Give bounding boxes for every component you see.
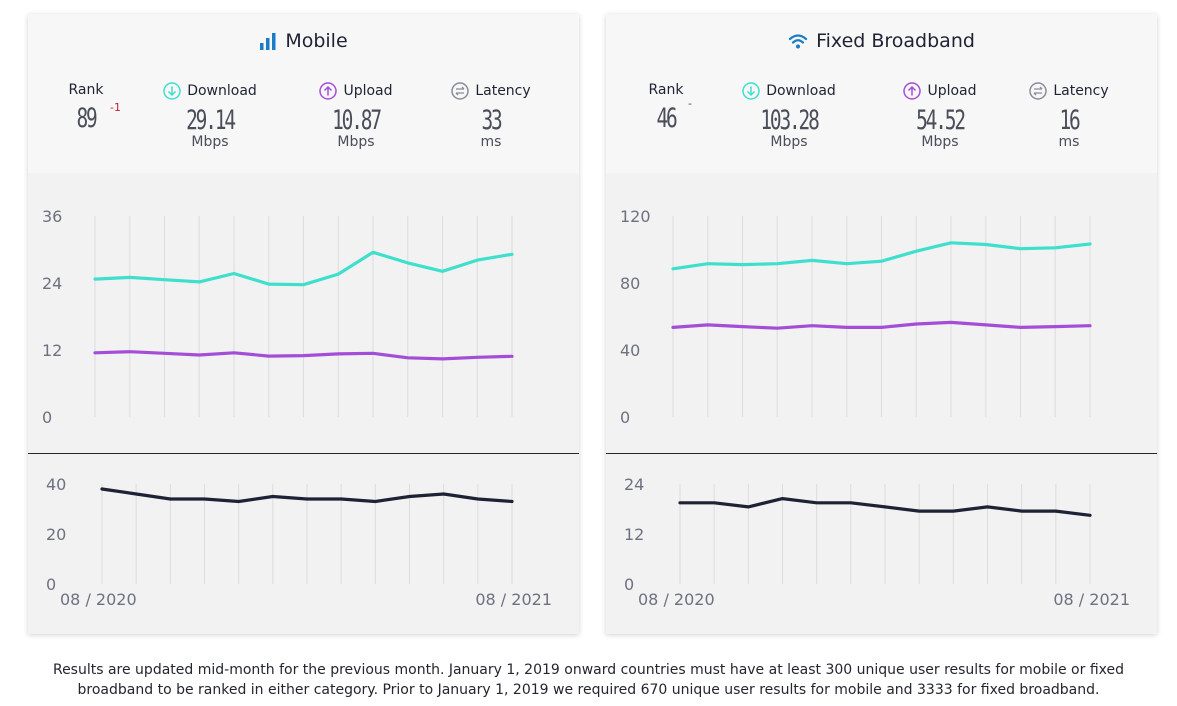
download-unit: Mbps [770, 134, 808, 150]
chart-divider [606, 453, 1157, 454]
mobile-speed-chart: 36 24 12 0 [42, 207, 514, 427]
upload-arrow-icon [319, 82, 338, 100]
y-tick-label: 12 [624, 525, 644, 544]
y-tick-label: 24 [42, 274, 62, 293]
series-line-download [93, 250, 514, 287]
y-tick-label: 12 [42, 341, 62, 360]
latency-icon [451, 82, 470, 100]
latency-label: Latency [475, 83, 531, 99]
download-arrow-icon [742, 82, 760, 100]
upload-value: 54.52 [916, 105, 966, 136]
fixed-rank: Rank 46 [606, 82, 726, 134]
y-tick-label: 0 [42, 408, 52, 427]
footer-note: Results are updated mid-month for the pr… [0, 660, 1177, 700]
y-tick-label: 120 [620, 207, 651, 226]
y-tick-label: 20 [46, 525, 66, 544]
latency-label: Latency [1053, 83, 1109, 99]
mobile-title-text: Mobile [285, 30, 348, 52]
upload-unit: Mbps [337, 134, 375, 150]
rank-change: -1 [110, 101, 121, 114]
y-tick-label: 0 [46, 575, 56, 594]
latency-value: 33 [481, 105, 502, 136]
latency-icon [1029, 82, 1048, 100]
x-tick-label: 08 / 2020 [60, 590, 137, 609]
latency-value: 16 [1059, 105, 1080, 136]
x-tick-label: 08 / 2020 [638, 590, 715, 609]
fixed-header: Fixed Broadband Rank 46 - Download 103.2… [606, 14, 1157, 173]
fixed-download: Download 103.28 Mbps [729, 82, 849, 150]
mobile-header: Mobile Rank 89 -1 Download 29.14 Mbps [28, 14, 579, 173]
latency-unit: ms [480, 134, 502, 150]
wifi-icon [788, 34, 808, 49]
fixed-upload: Upload 54.52 Mbps [880, 82, 1000, 150]
download-label: Download [766, 83, 836, 99]
series-line-upload [671, 320, 1092, 330]
mobile-latency: Latency 33 ms [431, 82, 551, 150]
rank-change: - [688, 97, 692, 110]
mobile-download: Download 29.14 Mbps [150, 82, 270, 150]
rank-label: Rank [68, 82, 104, 98]
download-label: Download [187, 83, 257, 99]
chart-divider [28, 453, 579, 454]
series-line-download [671, 241, 1092, 271]
y-tick-label: 0 [624, 575, 634, 594]
download-arrow-icon [163, 82, 181, 100]
mobile-upload: Upload 10.87 Mbps [296, 82, 416, 150]
y-tick-label: 40 [620, 341, 640, 360]
x-tick-label: 08 / 2021 [475, 590, 552, 609]
upload-label: Upload [343, 83, 393, 99]
upload-arrow-icon [903, 82, 922, 100]
fixed-title: Fixed Broadband [606, 30, 1157, 52]
fixed-speed-chart: 120 80 40 0 [620, 207, 1092, 427]
footer-line-2: broadband to be ranked in either categor… [77, 682, 1100, 698]
x-tick-label: 08 / 2021 [1053, 590, 1130, 609]
upload-unit: Mbps [921, 134, 959, 150]
mobile-rank: Rank 89 [26, 82, 146, 134]
y-tick-label: 36 [42, 207, 62, 226]
fixed-title-text: Fixed Broadband [816, 30, 975, 52]
mobile-title: Mobile [28, 30, 579, 52]
y-tick-label: 40 [46, 475, 66, 494]
series-line-latency [100, 487, 514, 504]
rank-label: Rank [648, 82, 684, 98]
fixed-latency: Latency 16 ms [1009, 82, 1129, 150]
latency-unit: ms [1058, 134, 1080, 150]
download-value: 103.28 [760, 105, 819, 136]
rank-value: 46 [656, 103, 677, 134]
download-unit: Mbps [191, 134, 229, 150]
y-tick-label: 0 [620, 408, 630, 427]
download-value: 29.14 [186, 105, 236, 136]
y-tick-label: 80 [620, 274, 640, 293]
fixed-panel: Fixed Broadband Rank 46 - Download 103.2… [606, 14, 1157, 634]
signal-bars-icon [260, 33, 276, 50]
series-line-latency [678, 496, 1092, 517]
footer-line-1: Results are updated mid-month for the pr… [52, 662, 1125, 678]
series-line-upload [93, 350, 514, 361]
mobile-panel: Mobile Rank 89 -1 Download 29.14 Mbps [28, 14, 579, 634]
rank-value: 89 [76, 103, 97, 134]
fixed-latency-chart: 24 12 008 / 2020 08 / 2021 [624, 475, 1130, 609]
upload-label: Upload [927, 83, 977, 99]
mobile-latency-chart: 40 20 008 / 2020 08 / 2021 [46, 475, 552, 609]
upload-value: 10.87 [332, 105, 382, 136]
y-tick-label: 24 [624, 475, 644, 494]
